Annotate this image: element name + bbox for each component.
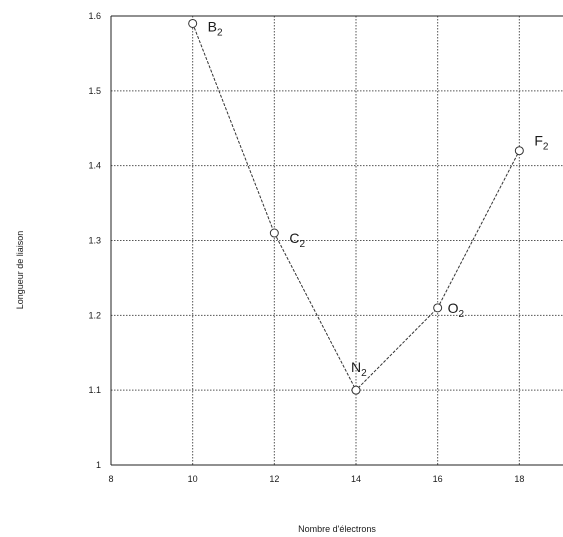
point-label: C2 — [289, 230, 305, 250]
axes — [110, 15, 563, 466]
x-tick-label: 8 — [108, 474, 113, 484]
y-tick-label: 1 — [96, 460, 101, 470]
point-label-subscript: 2 — [459, 309, 465, 320]
point-label-base: F — [534, 133, 543, 149]
data-point-marker — [351, 385, 361, 395]
data-point-marker — [433, 303, 443, 313]
grid-lines — [111, 15, 563, 465]
point-label: B2 — [208, 18, 223, 38]
x-tick-label: 18 — [514, 474, 524, 484]
y-tick-label: 1.1 — [88, 385, 101, 395]
point-label-base: C — [289, 230, 299, 246]
x-tick-label: 16 — [433, 474, 443, 484]
tick-labels: 8 10 12 14 16 18 2 1 1.1 1.2 1.3 1.4 1.5 1.6 — [88, 11, 524, 484]
point-label: F2 — [534, 133, 549, 153]
data-point-marker — [188, 18, 198, 28]
y-tick-label: 1.5 — [88, 86, 101, 96]
point-label-subscript: 2 — [299, 239, 305, 250]
data-point-marker — [514, 146, 524, 156]
point-label-base: N — [351, 359, 361, 375]
x-axis-label: Nombre d'électrons — [298, 524, 376, 534]
x-tick-label: 14 — [351, 474, 361, 484]
point-label-base: O — [448, 300, 459, 316]
point-label: O2 — [448, 300, 465, 320]
point-label-base: B — [208, 18, 217, 34]
y-axis-label: Longueur de liaison — [15, 230, 25, 310]
point-label-subscript: 2 — [217, 27, 223, 38]
y-tick-label: 1.2 — [88, 310, 101, 320]
y-tick-label: 1.6 — [88, 11, 101, 21]
point-label-subscript: 2 — [361, 368, 367, 379]
point-label-subscript: 2 — [543, 142, 549, 153]
x-tick-label: 10 — [188, 474, 198, 484]
x-tick-label: 12 — [269, 474, 279, 484]
point-label: N2 — [351, 359, 367, 379]
data-point-marker — [269, 228, 279, 238]
data-series — [188, 18, 524, 395]
y-tick-label: 1.3 — [88, 236, 101, 246]
y-tick-label: 1.4 — [88, 161, 101, 171]
